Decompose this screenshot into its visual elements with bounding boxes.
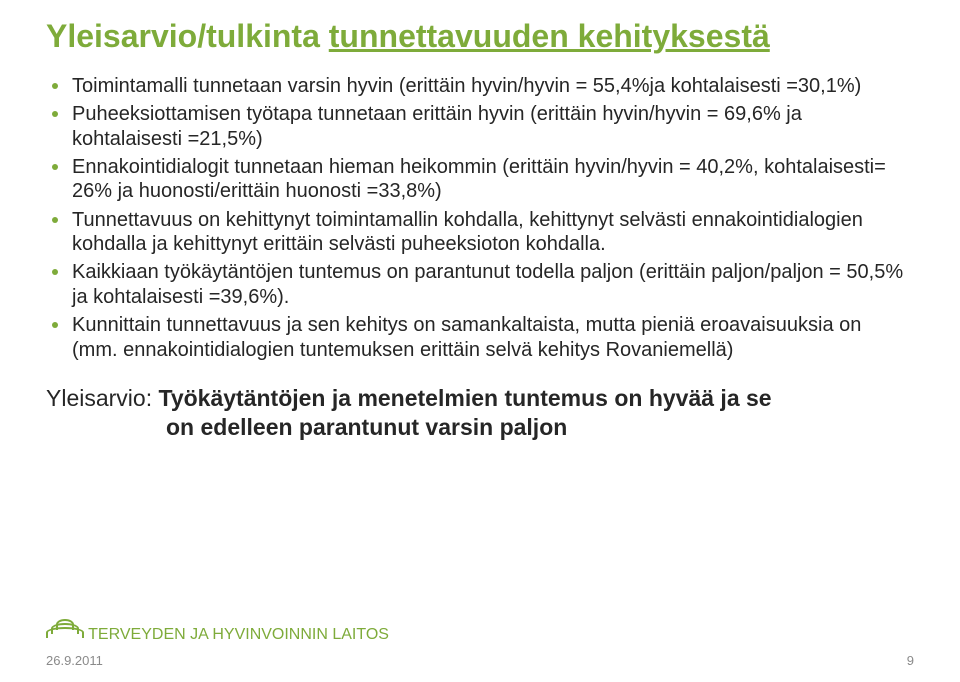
brand-text: TERVEYDEN JA HYVINVOINNIN LAITOS	[88, 626, 389, 643]
slide: Yleisarvio/tulkinta tunnettavuuden kehit…	[0, 0, 960, 682]
list-item: Puheeksiottamisen työtapa tunnetaan erit…	[46, 102, 906, 151]
list-item: Ennakointidialogit tunnetaan hieman heik…	[46, 155, 906, 204]
bullet-icon	[52, 269, 58, 275]
bullet-icon	[52, 111, 58, 117]
title-plain: Yleisarvio/tulkinta	[46, 18, 329, 54]
slide-date: 26.9.2011	[46, 653, 103, 668]
brand-row: TERVEYDEN JA HYVINVOINNIN LAITOS	[46, 617, 389, 644]
bullet-icon	[52, 322, 58, 328]
bullet-icon	[52, 164, 58, 170]
bullet-list: Toimintamalli tunnetaan varsin hyvin (er…	[46, 74, 906, 362]
summary-label: Yleisarvio:	[46, 385, 158, 411]
summary: Yleisarvio: Työkäytäntöjen ja menetelmie…	[46, 384, 906, 442]
list-item: Toimintamalli tunnetaan varsin hyvin (er…	[46, 74, 906, 98]
bullet-text: Puheeksiottamisen työtapa tunnetaan erit…	[72, 103, 802, 149]
bullet-icon	[52, 217, 58, 223]
bullet-text: Kaikkiaan työkäytäntöjen tuntemus on par…	[72, 261, 903, 307]
list-item: Kaikkiaan työkäytäntöjen tuntemus on par…	[46, 260, 906, 309]
bullet-text: Tunnettavuus on kehittynyt toimintamalli…	[72, 209, 863, 255]
bullet-icon	[52, 83, 58, 89]
title-underlined: tunnettavuuden kehityksestä	[329, 18, 770, 54]
bullet-text: Toimintamalli tunnetaan varsin hyvin (er…	[72, 75, 861, 97]
brand-logo-icon	[46, 617, 84, 639]
bullet-text: Kunnittain tunnettavuus ja sen kehitys o…	[72, 314, 861, 360]
slide-title: Yleisarvio/tulkinta tunnettavuuden kehit…	[46, 18, 914, 56]
page-number: 9	[907, 653, 914, 668]
bullet-text: Ennakointidialogit tunnetaan hieman heik…	[72, 156, 886, 202]
list-item: Kunnittain tunnettavuus ja sen kehitys o…	[46, 313, 906, 362]
summary-line1: Työkäytäntöjen ja menetelmien tuntemus o…	[158, 385, 771, 411]
brand: TERVEYDEN JA HYVINVOINNIN LAITOS	[46, 617, 389, 644]
summary-line2: on edelleen parantunut varsin paljon	[46, 413, 906, 442]
list-item: Tunnettavuus on kehittynyt toimintamalli…	[46, 208, 906, 257]
